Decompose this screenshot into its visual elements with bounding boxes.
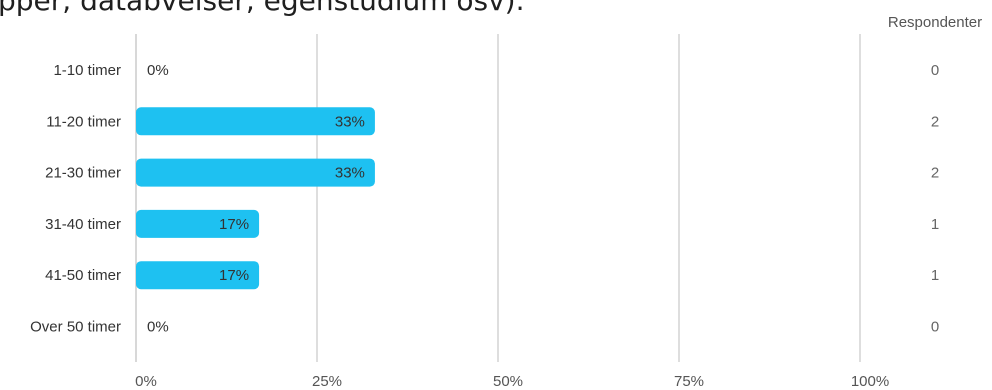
- category-labels: 1-10 timer 11-20 timer 21-30 timer 31-40 ti…: [30, 62, 121, 336]
- respondent-count: 1: [931, 267, 939, 284]
- x-tick-label: 0%: [135, 373, 157, 390]
- bar-value-label: 0%: [147, 62, 169, 79]
- x-axis-tick-labels: 0% 25% 50% 75% 100%: [135, 373, 889, 390]
- bar-value-label: 33%: [335, 113, 365, 130]
- respondent-count: 2: [931, 165, 939, 182]
- bar-value-label: 17%: [219, 216, 249, 233]
- bar-value-label: 0%: [147, 319, 169, 336]
- respondent-counts: 0 2 2 1 1 0: [931, 62, 939, 336]
- x-tick-label: 25%: [312, 373, 342, 390]
- respondent-count-header: Respondenter: [888, 14, 982, 31]
- category-label: 31-40 timer: [45, 216, 121, 233]
- category-label: 41-50 timer: [45, 267, 121, 284]
- category-label: Over 50 timer: [30, 319, 121, 336]
- respondent-count: 1: [931, 216, 939, 233]
- gridlines: [135, 34, 861, 362]
- bars-group: [136, 107, 375, 290]
- bar: [136, 209, 260, 238]
- respondent-count: 2: [931, 113, 939, 130]
- category-label: 21-30 timer: [45, 165, 121, 182]
- bar-value-label: 33%: [335, 165, 365, 182]
- bar: [136, 107, 375, 136]
- category-label: 1-10 timer: [53, 62, 121, 79]
- respondent-count: 0: [931, 319, 939, 336]
- respondent-count: 0: [931, 62, 939, 79]
- x-tick-label: 100%: [851, 373, 889, 390]
- bar: [136, 158, 375, 187]
- category-label: 11-20 timer: [46, 113, 121, 130]
- value-labels: 0% 33% 33% 17% 17% 0%: [147, 62, 365, 336]
- bar-value-label: 17%: [219, 267, 249, 284]
- x-tick-label: 50%: [493, 373, 523, 390]
- bar: [136, 261, 260, 290]
- question-heading: pper, databveiser, egenstudium osv).: [0, 0, 525, 17]
- x-tick-label: 75%: [674, 373, 704, 390]
